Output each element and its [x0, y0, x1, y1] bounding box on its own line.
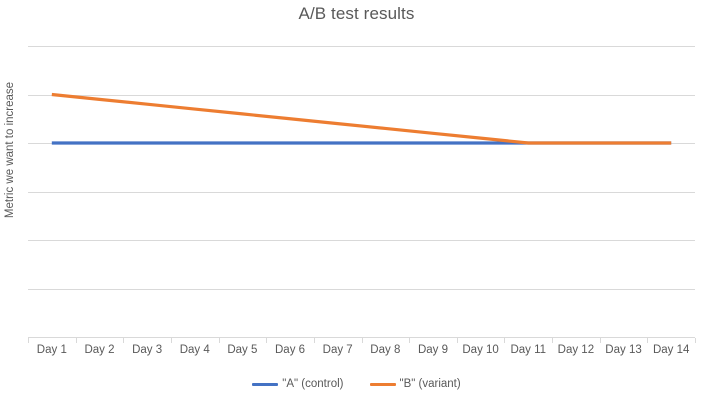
- chart-legend: "A" (control) "B" (variant): [0, 378, 713, 390]
- x-axis-tick-label: Day 5: [227, 344, 258, 356]
- x-axis-tick: [219, 338, 220, 343]
- x-axis-tick-label: Day 6: [275, 344, 306, 356]
- gridline: [28, 289, 695, 290]
- x-axis-tick: [552, 338, 553, 343]
- series-lines: [51, 92, 672, 145]
- y-axis-title-text: Metric we want to increase: [4, 81, 16, 219]
- legend-label: "A" (control): [282, 378, 344, 390]
- x-axis-tick-label: Day 9: [417, 344, 448, 356]
- gridline: [28, 46, 695, 47]
- x-axis-tick: [314, 338, 315, 343]
- gridline: [28, 240, 695, 241]
- legend-entry-b[interactable]: "B" (variant): [369, 378, 461, 390]
- x-axis-tick-labels: Day 1 Day 2 Day 3 Day 4 Day 5 Day 6 Day 7 Day 8…: [28, 344, 695, 360]
- legend-color-swatch: [369, 382, 396, 386]
- x-axis-line: [28, 337, 695, 338]
- x-axis-tick: [647, 338, 648, 343]
- x-axis-tick-label: Day 14: [652, 344, 690, 356]
- x-axis-tick-label: Day 2: [84, 344, 115, 356]
- x-axis-tick-label: Day 7: [322, 344, 353, 356]
- y-axis-title: Metric we want to increase: [0, 0, 20, 300]
- plot-area: [28, 46, 695, 338]
- x-axis-tick-label: Day 11: [510, 344, 547, 356]
- x-axis-tick: [457, 338, 458, 343]
- x-axis-tick-label: Day 8: [370, 344, 401, 356]
- x-axis-tick-label: Day 4: [179, 344, 210, 356]
- x-axis-tick: [28, 338, 29, 343]
- x-axis-tick: [504, 338, 505, 343]
- x-axis-tick-label: Day 3: [132, 344, 163, 356]
- x-axis-tick: [76, 338, 77, 343]
- legend-label: "B" (variant): [399, 378, 461, 390]
- gridline: [28, 95, 695, 96]
- x-axis-tick: [266, 338, 267, 343]
- legend-entry-a[interactable]: "A" (control): [252, 378, 344, 390]
- x-axis-tick-label: Day 10: [462, 344, 499, 356]
- series-line-b: [51, 92, 672, 145]
- x-axis-tick: [600, 338, 601, 343]
- x-axis-tick-label: Day 12: [557, 344, 595, 356]
- x-axis-tick: [171, 338, 172, 343]
- x-axis-tick: [123, 338, 124, 343]
- x-axis-tick: [362, 338, 363, 343]
- x-axis-tick: [409, 338, 410, 343]
- gridline: [28, 192, 695, 193]
- x-axis-tick-label: Day 13: [605, 344, 642, 356]
- legend-color-swatch: [252, 382, 279, 386]
- x-axis-tick: [695, 338, 696, 343]
- x-axis-tick-label: Day 1: [36, 344, 67, 356]
- chart-title: A/B test results: [298, 4, 415, 23]
